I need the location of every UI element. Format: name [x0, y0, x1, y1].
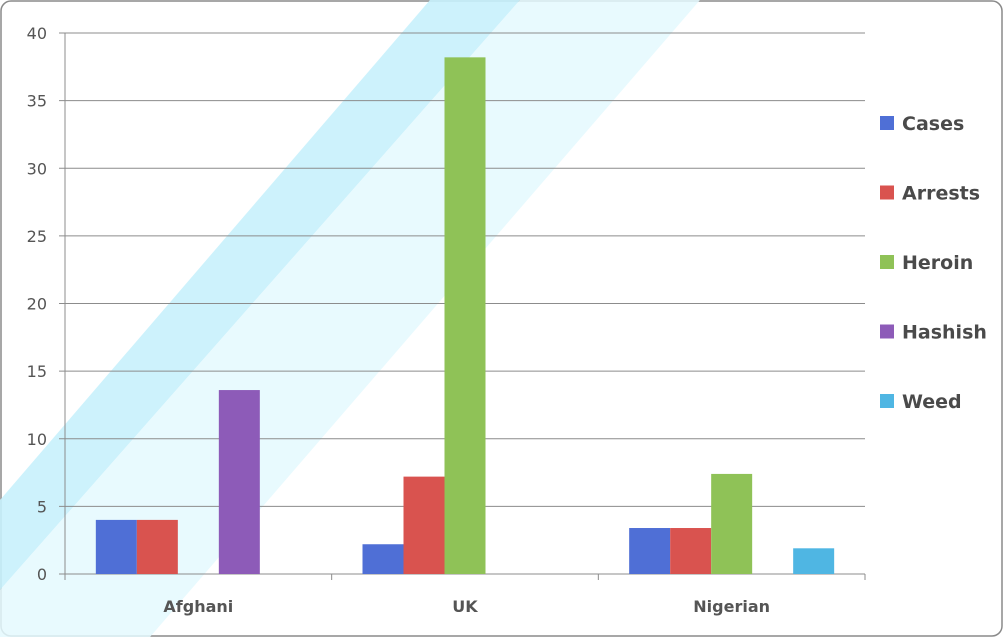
y-tick-label: 25 — [27, 227, 47, 246]
bar-cases-nigerian — [629, 528, 671, 574]
legend-label: Cases — [902, 113, 964, 135]
y-tick-label: 10 — [27, 430, 47, 449]
bar-hashish-afghani — [218, 390, 260, 574]
bar-arrests-afghani — [136, 519, 178, 574]
legend-swatch — [880, 394, 894, 408]
bar-arrests-uk — [403, 476, 445, 574]
labels: 0 5 10 15 20 25 30 35 40 Afghani UK Nigerian — [27, 24, 770, 616]
legend-swatch — [880, 185, 894, 200]
y-tick-label: 5 — [37, 497, 47, 516]
bar-cases-uk — [362, 544, 404, 574]
y-tick-label: 40 — [27, 24, 47, 43]
decorative-band — [0, 0, 700, 637]
bar-cases-afghani — [95, 519, 137, 574]
y-tick-label: 35 — [27, 92, 47, 111]
bar-heroin-nigerian — [711, 473, 753, 574]
bar-weed-nigerian — [793, 548, 835, 574]
bars — [95, 57, 835, 575]
legend-swatch — [880, 255, 894, 269]
legend-swatch — [880, 116, 894, 130]
legend-label: Hashish — [902, 322, 987, 344]
legend-label: Weed — [902, 391, 962, 413]
y-tick-label: 0 — [37, 565, 47, 584]
legend-label: Heroin — [902, 252, 973, 274]
bar-arrests-nigerian — [670, 528, 712, 574]
legend-swatch — [880, 324, 894, 339]
y-tick-label: 15 — [27, 362, 47, 381]
legend: Cases Arrests Heroin Hashish Weed — [880, 113, 987, 413]
x-category-label: UK — [452, 597, 478, 616]
legend-label: Arrests — [902, 183, 980, 205]
bar-heroin-uk — [444, 57, 486, 575]
y-tick-label: 20 — [27, 295, 47, 314]
x-category-label: Afghani — [163, 597, 233, 616]
x-category-label: Nigerian — [693, 597, 770, 616]
y-tick-label: 30 — [27, 159, 47, 178]
